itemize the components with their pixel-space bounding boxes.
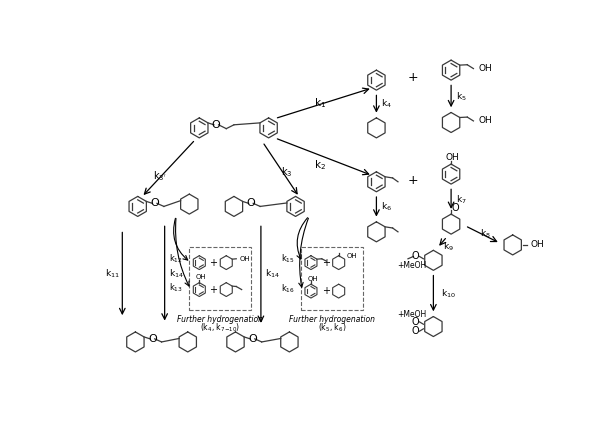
Text: k$_6$: k$_6$ — [381, 201, 392, 213]
Bar — [301, 247, 362, 310]
Text: OH: OH — [530, 240, 544, 249]
Text: OH: OH — [347, 253, 357, 259]
Text: Further hydrogenation: Further hydrogenation — [177, 315, 263, 324]
Text: +MeOH: +MeOH — [397, 261, 426, 270]
Text: k$_3$: k$_3$ — [281, 166, 293, 179]
Text: k$_{14}$: k$_{14}$ — [169, 268, 184, 280]
Text: +: + — [209, 258, 217, 268]
Text: k$_{16}$: k$_{16}$ — [281, 282, 295, 295]
Text: k$_2$: k$_2$ — [314, 158, 326, 172]
Text: k$_{10}$: k$_{10}$ — [442, 287, 456, 300]
Text: O: O — [412, 326, 420, 336]
Text: k$_{15}$: k$_{15}$ — [281, 253, 295, 265]
Text: k$_7$: k$_7$ — [456, 193, 466, 206]
Text: OH: OH — [240, 256, 251, 262]
Text: OH: OH — [478, 117, 492, 126]
Text: Further hydrogenation: Further hydrogenation — [289, 315, 375, 324]
Text: k$_4$: k$_4$ — [381, 98, 392, 110]
Text: k$_8$: k$_8$ — [481, 228, 491, 240]
Text: O: O — [451, 203, 459, 213]
Text: O: O — [412, 251, 420, 262]
Text: O: O — [248, 334, 257, 344]
Text: +MeOH: +MeOH — [397, 310, 426, 319]
Text: +: + — [408, 70, 418, 84]
Bar — [189, 247, 251, 310]
Text: OH: OH — [446, 153, 460, 162]
Text: O: O — [148, 334, 157, 344]
Text: O: O — [212, 120, 220, 130]
Text: OH: OH — [307, 276, 318, 282]
Text: O: O — [412, 317, 420, 327]
Text: k$_1$: k$_1$ — [314, 96, 326, 110]
Text: k$_5$: k$_5$ — [456, 90, 466, 103]
Text: k$_{14}$: k$_{14}$ — [265, 268, 280, 280]
Text: +: + — [408, 174, 418, 187]
Text: +: + — [209, 285, 217, 295]
Text: OH: OH — [195, 274, 206, 280]
Text: k$_9$: k$_9$ — [443, 240, 454, 253]
Text: +: + — [322, 286, 329, 296]
Text: k$_{11}$: k$_{11}$ — [105, 268, 120, 280]
Text: k$_{3'}$: k$_{3'}$ — [153, 169, 167, 182]
Text: O: O — [150, 198, 159, 208]
Text: OH: OH — [478, 64, 492, 73]
Text: O: O — [247, 198, 255, 208]
Text: k$_{12}$: k$_{12}$ — [169, 253, 183, 265]
Text: (k$_5$, k$_6$): (k$_5$, k$_6$) — [317, 322, 346, 335]
Text: +: + — [322, 258, 329, 268]
Text: k$_{13}$: k$_{13}$ — [169, 281, 183, 293]
Text: (k$_4$, k$_{7}$$_{-10}$): (k$_4$, k$_{7}$$_{-10}$) — [200, 322, 240, 335]
